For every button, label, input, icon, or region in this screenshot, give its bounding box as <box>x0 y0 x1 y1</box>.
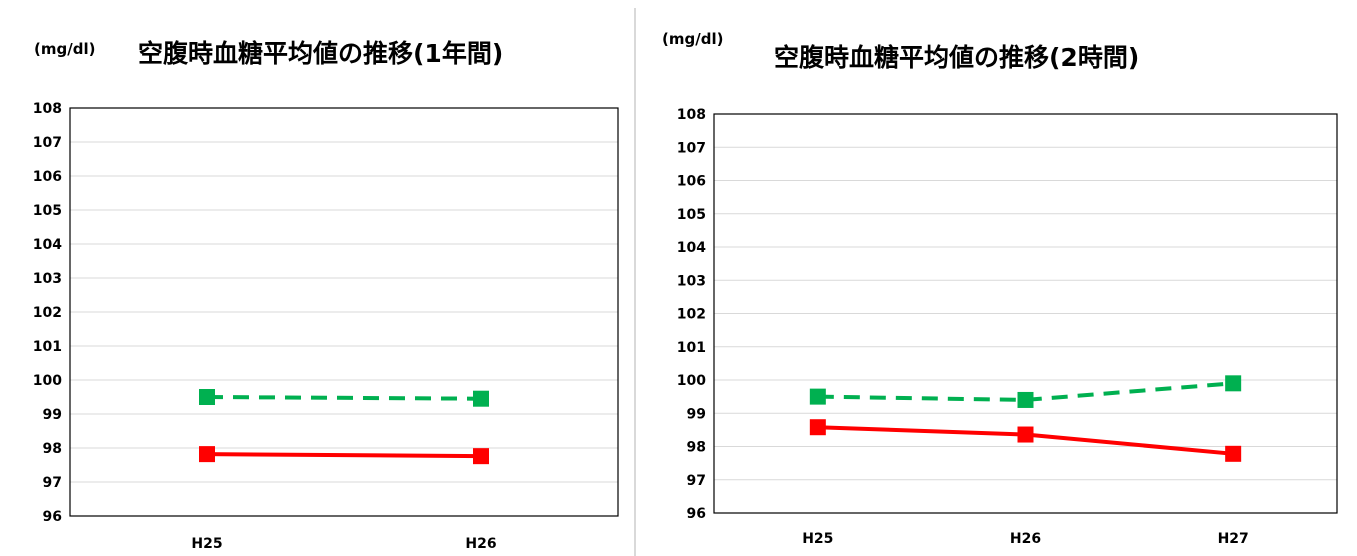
y-tick-label: 97 <box>687 473 706 489</box>
chart-svg-right: 96 97 98 99 100 101 102 103 104 105 106 107 108 H25 H2… <box>677 107 1338 547</box>
y-tick-label: 104 <box>677 240 706 256</box>
data-point <box>473 390 489 407</box>
data-point <box>1017 426 1034 443</box>
x-tick-label: H27 <box>1218 531 1249 547</box>
series-line <box>206 452 482 459</box>
chart-svg-left: 96 97 98 99 100 101 102 103 104 105 106 107 108 H25 H2… <box>33 101 619 552</box>
data-point <box>1225 445 1242 462</box>
x-tick-label: H25 <box>191 536 222 552</box>
series-line <box>206 395 482 401</box>
chart-panel-right: (mg/dl) 空腹時血糖平均値の推移(2時間) 96 97 98 99 100 101 1… <box>640 0 1357 554</box>
y-tick-label: 99 <box>687 406 706 422</box>
y-tick-label: 96 <box>687 506 706 522</box>
y-tick-label: 100 <box>677 373 706 389</box>
data-point <box>1225 375 1242 392</box>
series-line <box>817 381 1234 402</box>
y-tick-label: 98 <box>687 440 706 456</box>
data-point <box>809 419 826 436</box>
chart-title: 空腹時血糖平均値の推移(2時間) <box>774 43 1140 72</box>
x-tick-label: H26 <box>465 536 496 552</box>
y-tick-label: 108 <box>33 101 62 117</box>
y-tick-label: 102 <box>33 305 62 321</box>
y-tick-label: 106 <box>33 169 62 185</box>
y-tick-label: 108 <box>677 107 706 123</box>
unit-label: (mg/dl) <box>34 40 96 58</box>
y-tick-label: 104 <box>33 237 62 253</box>
plot-area <box>713 113 1338 514</box>
y-tick-label: 107 <box>677 140 706 156</box>
y-tick-label: 96 <box>43 509 62 525</box>
plot-area <box>69 107 619 517</box>
y-tick-label: 100 <box>33 373 62 389</box>
chart-title: 空腹時血糖平均値の推移(1年間) <box>138 39 504 68</box>
y-tick-label: 105 <box>33 203 62 219</box>
unit-label: (mg/dl) <box>662 30 724 48</box>
y-tick-label: 101 <box>33 339 62 355</box>
y-tick-label: 98 <box>43 441 62 457</box>
y-tick-label: 97 <box>43 475 62 491</box>
y-tick-label: 103 <box>33 271 62 287</box>
y-tick-label: 101 <box>677 340 706 356</box>
panel-divider <box>634 8 636 556</box>
y-tick-label: 103 <box>677 273 706 289</box>
x-tick-label: H26 <box>1010 531 1041 547</box>
data-point <box>199 389 215 405</box>
chart-panel-left: (mg/dl) 空腹時血糖平均値の推移(1年間) 96 97 98 99 100 101 1… <box>0 0 634 554</box>
x-tick-label: H25 <box>802 531 833 547</box>
data-point <box>1017 391 1034 408</box>
y-tick-label: 102 <box>677 307 706 323</box>
y-tick-label: 106 <box>677 174 706 190</box>
y-tick-label: 105 <box>677 207 706 223</box>
data-point <box>809 388 826 405</box>
y-tick-label: 107 <box>33 135 62 151</box>
data-point <box>199 446 215 463</box>
data-point <box>473 448 489 465</box>
y-tick-label: 99 <box>43 407 62 423</box>
